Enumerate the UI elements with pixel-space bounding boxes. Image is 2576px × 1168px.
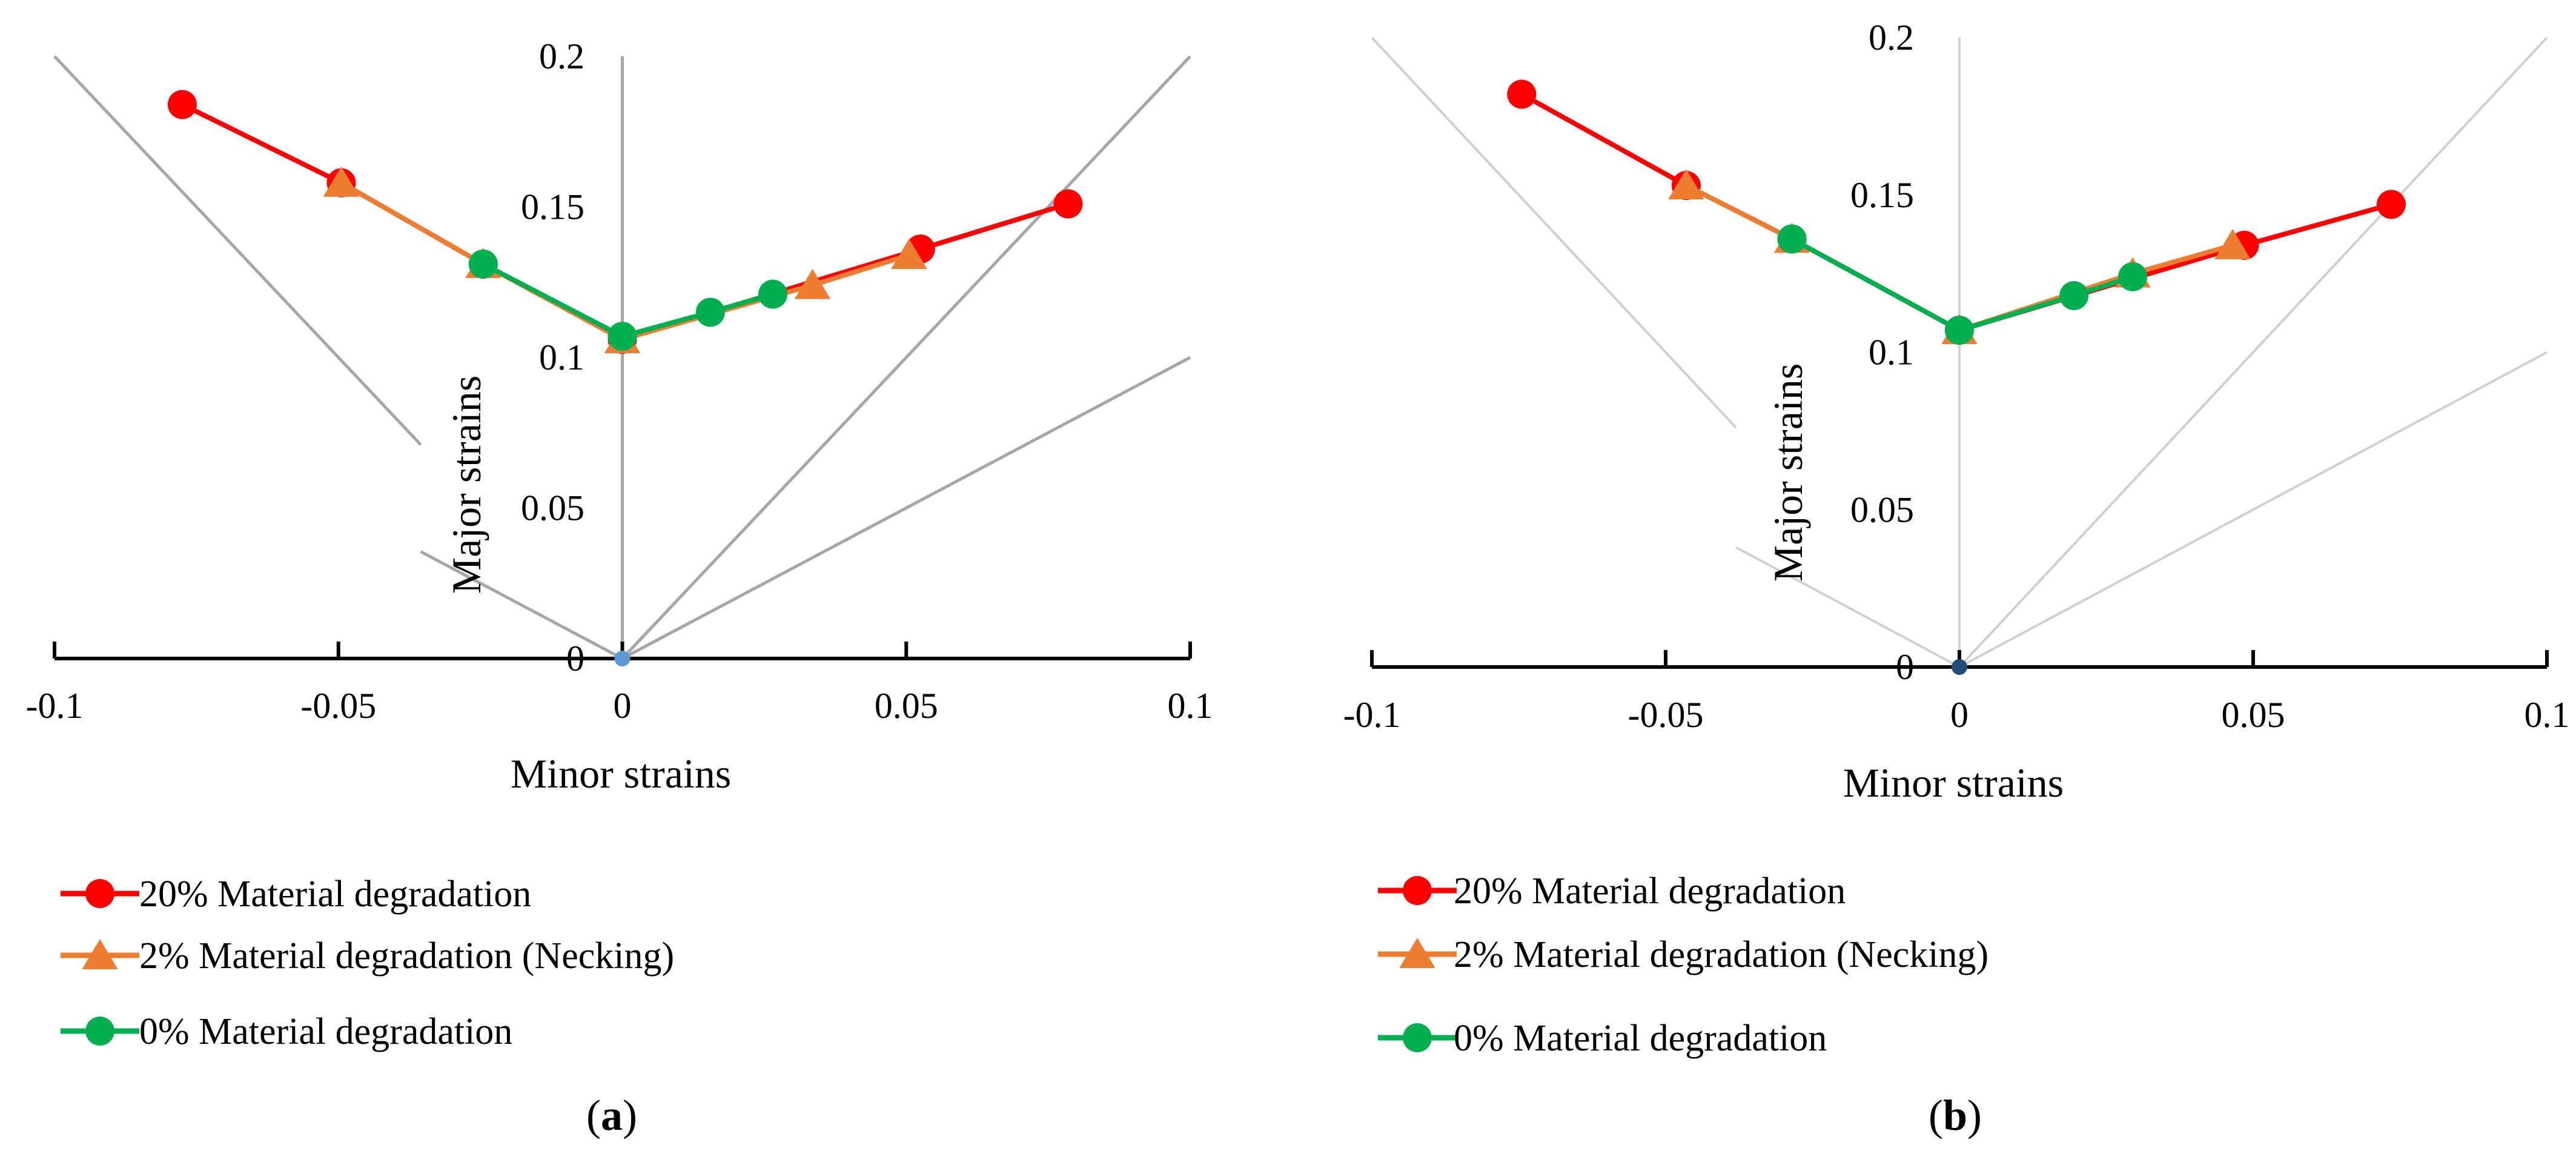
origin-marker [614,651,631,666]
legend-label-0pct: 0% Material degradation [1454,1018,1827,1059]
y-tick-label: 0.2 [539,36,584,76]
data-point-2pct [891,239,927,269]
x-tick-label: -0.1 [26,686,84,726]
x-tick-label: -0.05 [300,686,376,726]
legend-marker-2pct [1399,938,1435,968]
panel-label: (a) [586,1091,637,1140]
legend-marker-0pct [85,1017,114,1046]
x-tick-label: 0 [1950,695,1968,735]
x-axis-title: Minor strains [1843,760,2064,806]
x-tick-label: 0.05 [875,686,938,726]
reference-line-biaxial [1959,351,2548,668]
x-axis-title: Minor strains [511,751,732,797]
y-axis-title: Major strains [443,376,489,594]
origin-marker [1952,659,1967,675]
series-line-0pct [1790,236,2134,333]
legend-marker-20pct [85,879,114,908]
reference-line-biaxial [621,356,1191,660]
reference-line-equibiaxial [1958,36,2548,668]
data-point-20pct [167,90,197,119]
y-tick-label: 0.05 [521,488,584,528]
legend-label-20pct: 20% Material degradation [1454,871,1846,912]
y-tick-label: 0.15 [521,187,584,227]
x-tick-label: 0.1 [1168,686,1213,726]
data-point-0pct [2118,262,2148,291]
y-tick-label: 0.1 [539,337,584,377]
x-tick-label: 0.05 [2222,695,2285,735]
data-point-0pct [758,279,787,309]
reference-line-uniaxial-tension [420,550,623,660]
reference-line-uniaxial-compression [1371,36,1737,429]
data-point-2pct [2214,228,2251,259]
reference-line-uniaxial-tension [1735,546,1960,668]
series-line-2pct [340,181,910,342]
x-tick-label: 0.1 [2525,695,2570,735]
legend-marker-2pct [82,939,118,969]
data-point-20pct [1053,189,1083,219]
data-point-20pct [2376,190,2406,219]
reference-line-uniaxial-compression [53,55,422,446]
y-axis-title: Major strains [1765,363,1811,582]
series-line-20pct [181,102,1069,342]
data-point-20pct [1507,79,1537,109]
chart-panel-b: -0.1 -0.05 0 0.05 0.1 0 0.05 0.1 0.15 0.2 Minor st… [1343,18,2570,1140]
data-point-0pct [2059,280,2089,310]
x-tick-label: -0.1 [1343,695,1401,735]
y-tick-label: 0.2 [1869,18,1914,58]
data-point-0pct [1777,224,1807,254]
y-tick-label: 0.1 [1869,333,1914,373]
data-point-2pct [794,268,831,299]
data-point-0pct [695,297,725,327]
legend-marker-20pct [1403,876,1432,905]
data-point-0pct [608,322,637,351]
y-tick-label: 0.05 [1850,489,1914,529]
x-tick-label: 0 [614,686,632,726]
legend-marker-0pct [1403,1023,1432,1052]
reference-line-equibiaxial [621,55,1191,660]
y-tick-label: 0.15 [1850,175,1914,215]
data-point-0pct [1945,316,1974,345]
panel-label: (b) [1929,1091,1982,1140]
legend-label-20pct: 20% Material degradation [139,874,531,915]
y-tick-label: 0 [566,639,584,679]
legend-label-2pct: 2% Material degradation (Necking) [139,935,674,977]
series-line-0pct [482,262,774,339]
data-point-2pct [1668,169,1704,200]
legend-label-0pct: 0% Material degradation [139,1011,512,1052]
data-point-0pct [468,249,498,279]
y-tick-label: 0 [1896,647,1914,687]
data-point-2pct [323,166,360,197]
series-line-20pct [1520,92,2392,333]
chart-panel-a: -0.1 -0.05 0 0.05 0.1 0 0.05 0.1 0.15 0.2 Minor st… [26,36,1213,1140]
x-tick-label: -0.05 [1628,695,1704,735]
legend-label-2pct: 2% Material degradation (Necking) [1454,934,1988,975]
